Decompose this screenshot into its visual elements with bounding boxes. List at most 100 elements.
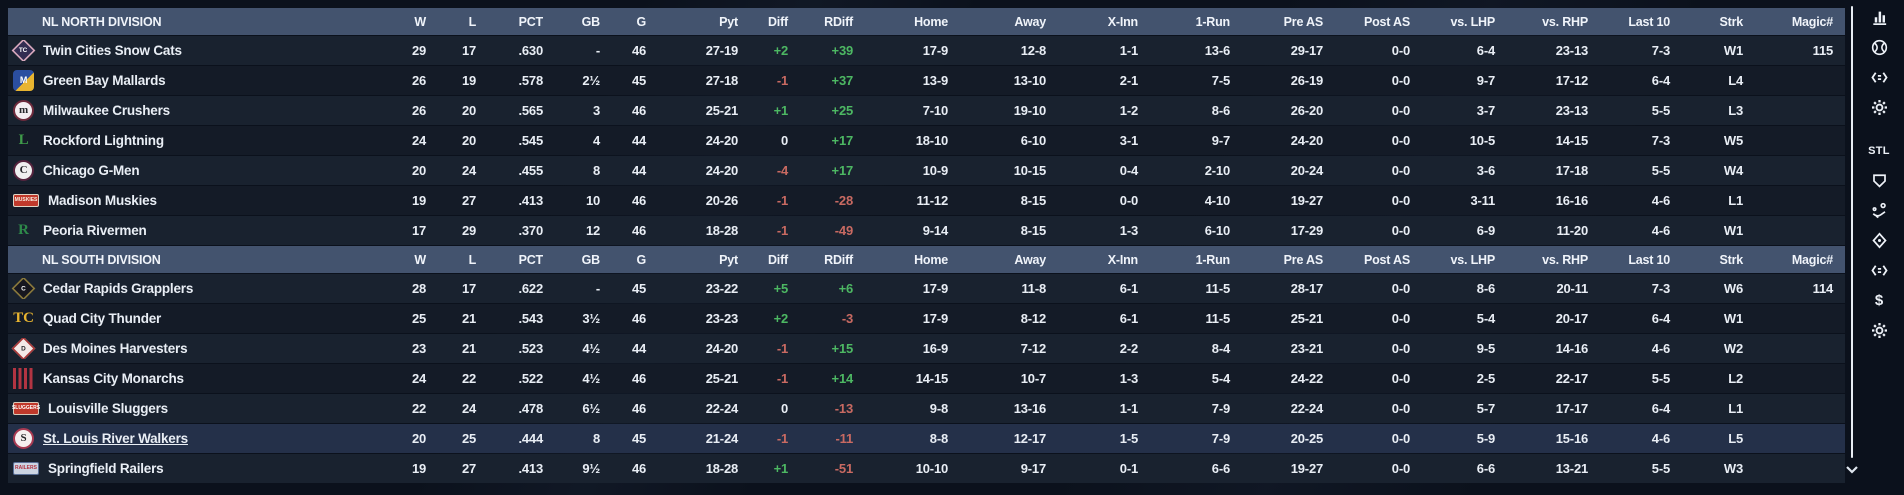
column-header-x-inn[interactable]: X-Inn bbox=[1107, 252, 1138, 267]
column-header-rdiff[interactable]: RDiff bbox=[824, 14, 853, 29]
column-header-gb[interactable]: GB bbox=[581, 252, 601, 267]
column-header-pre-as[interactable]: Pre AS bbox=[1283, 252, 1324, 267]
stat-x-inn: 2-2 bbox=[1119, 341, 1138, 356]
home-plate-icon[interactable] bbox=[1869, 170, 1890, 191]
stat-g: 46 bbox=[631, 103, 646, 118]
stat-gb: 8 bbox=[592, 163, 600, 178]
team-row[interactable]: D Des Moines Harvesters 23 21 .523 4½ 44 24-20 -… bbox=[8, 334, 1845, 363]
team-name-link[interactable]: Rockford Lightning bbox=[43, 133, 164, 148]
team-name-link[interactable]: Twin Cities Snow Cats bbox=[43, 43, 182, 58]
team-row[interactable]: S St. Louis River Walkers 20 25 .444 8 45 21-24… bbox=[8, 424, 1845, 453]
column-header-1-run[interactable]: 1-Run bbox=[1195, 14, 1231, 29]
vertical-scrollbar[interactable] bbox=[1851, 6, 1853, 458]
column-header-vs-lhp[interactable]: vs. LHP bbox=[1450, 14, 1496, 29]
column-header-pre-as[interactable]: Pre AS bbox=[1283, 14, 1324, 29]
column-header-strk[interactable]: Strk bbox=[1719, 252, 1743, 267]
scroll-down-arrow[interactable] bbox=[1845, 462, 1859, 474]
team-name-link[interactable]: Louisville Sluggers bbox=[48, 401, 168, 416]
stat-rdiff: -28 bbox=[834, 193, 853, 208]
column-header-away[interactable]: Away bbox=[1014, 252, 1046, 267]
compare-icon[interactable] bbox=[1869, 260, 1890, 281]
column-header-1-run[interactable]: 1-Run bbox=[1195, 252, 1231, 267]
gear-icon[interactable] bbox=[1869, 97, 1890, 118]
stat-vs-lhp: 6-9 bbox=[1476, 223, 1495, 238]
column-header-magic-[interactable]: Magic# bbox=[1791, 252, 1833, 267]
stat-gb: 9½ bbox=[582, 461, 600, 476]
stat-vs-lhp: 5-9 bbox=[1476, 431, 1495, 446]
column-header-w[interactable]: W bbox=[414, 14, 426, 29]
target-icon[interactable] bbox=[1869, 230, 1890, 251]
team-row[interactable]: RAILERS Springfield Railers 19 27 .413 9½ 46 18… bbox=[8, 454, 1845, 483]
team-row[interactable]: L Rockford Lightning 24 20.545 4 44 24-20 0 +17 1… bbox=[8, 126, 1845, 155]
stat-1-run: 9-7 bbox=[1211, 133, 1230, 148]
column-header-vs-lhp[interactable]: vs. LHP bbox=[1450, 252, 1496, 267]
team-row[interactable]: TC Twin Cities Snow Cats 29 17 .630 - 46 27-19 +… bbox=[8, 36, 1845, 65]
team-row[interactable]: Kansas City Monarchs 24 22 .522 4½ 46 25-21 -1 +… bbox=[8, 364, 1845, 393]
finance-dollar-icon[interactable]: $ bbox=[1874, 292, 1884, 309]
stat-1-run: 4-10 bbox=[1204, 193, 1230, 208]
column-header-l[interactable]: L bbox=[468, 14, 477, 29]
stat-vs-lhp: 8-6 bbox=[1476, 281, 1495, 296]
column-header-strk[interactable]: Strk bbox=[1719, 14, 1743, 29]
team-name-link[interactable]: Springfield Railers bbox=[48, 461, 164, 476]
team-logo: MUSKIES bbox=[13, 194, 39, 207]
team-name-link[interactable]: St. Louis River Walkers bbox=[43, 431, 188, 446]
column-header-w[interactable]: W bbox=[414, 252, 426, 267]
column-header-g[interactable]: G bbox=[636, 252, 646, 267]
stat-pre-as: 29-17 bbox=[1290, 43, 1323, 58]
team-row[interactable]: m Milwaukee Crushers 26 20 .565 3 46 25-21 +1 +25… bbox=[8, 96, 1845, 125]
team-name-link[interactable]: Green Bay Mallards bbox=[43, 73, 166, 88]
stat-l: 24 bbox=[461, 163, 476, 178]
column-header-vs-rhp[interactable]: vs. RHP bbox=[1542, 14, 1588, 29]
column-header-diff[interactable]: Diff bbox=[767, 252, 788, 267]
team-name-link[interactable]: Milwaukee Crushers bbox=[43, 103, 170, 118]
column-header-magic-[interactable]: Magic# bbox=[1791, 14, 1833, 29]
column-header-x-inn[interactable]: X-Inn bbox=[1107, 14, 1138, 29]
team-name-link[interactable]: Kansas City Monarchs bbox=[43, 371, 184, 386]
compare-icon[interactable] bbox=[1869, 67, 1890, 88]
column-header-rdiff[interactable]: RDiff bbox=[824, 252, 853, 267]
team-row[interactable]: R Peoria Rivermen 17 29 .370 12 46 18-28 -1 -49 9-… bbox=[8, 216, 1845, 245]
column-header-gb[interactable]: GB bbox=[581, 14, 601, 29]
stat-x-inn: 1-2 bbox=[1119, 103, 1138, 118]
team-name-link[interactable]: Peoria Rivermen bbox=[43, 223, 147, 238]
column-header-pct[interactable]: PCT bbox=[518, 14, 544, 29]
stat-l: 21 bbox=[461, 311, 476, 326]
team-name-link[interactable]: Cedar Rapids Grapplers bbox=[43, 281, 194, 296]
column-header-pct[interactable]: PCT bbox=[518, 252, 544, 267]
team-row[interactable]: C Cedar Rapids Grapplers 28 17 .622 - 45 23-22 +… bbox=[8, 274, 1845, 303]
column-header-post-as[interactable]: Post AS bbox=[1363, 14, 1410, 29]
team-row[interactable]: C Chicago G-Men 20 24 .455 8 44 24-20 -4 +17 10-9 1… bbox=[8, 156, 1845, 185]
team-logo: R bbox=[18, 222, 29, 238]
team-row[interactable]: TC Quad City Thunder 25 21 .543 3½ 46 23-23 +2 -3… bbox=[8, 304, 1845, 333]
column-header-away[interactable]: Away bbox=[1014, 14, 1046, 29]
gear-icon[interactable] bbox=[1869, 320, 1890, 341]
team-name-link[interactable]: Chicago G-Men bbox=[43, 163, 140, 178]
column-header-last-10[interactable]: Last 10 bbox=[1628, 14, 1670, 29]
team-abbrev-label[interactable]: STL bbox=[1868, 144, 1890, 157]
team-row[interactable]: M Green Bay Mallards 26 19 .578 2½ 45 27-18 -1 +3… bbox=[8, 66, 1845, 95]
column-header-pyt[interactable]: Pyt bbox=[719, 14, 738, 29]
column-header-home[interactable]: Home bbox=[914, 252, 948, 267]
column-header-vs-rhp[interactable]: vs. RHP bbox=[1542, 252, 1588, 267]
bar-chart-icon[interactable] bbox=[1869, 7, 1890, 28]
column-header-home[interactable]: Home bbox=[914, 14, 948, 29]
column-header-pyt[interactable]: Pyt bbox=[719, 252, 738, 267]
pitching-icon[interactable] bbox=[1869, 200, 1890, 221]
baseball-icon[interactable] bbox=[1869, 37, 1890, 58]
team-name-link[interactable]: Quad City Thunder bbox=[43, 311, 162, 326]
stat-pre-as: 28-17 bbox=[1290, 281, 1323, 296]
column-header-diff[interactable]: Diff bbox=[767, 14, 788, 29]
column-header-l[interactable]: L bbox=[468, 252, 477, 267]
team-logo: S bbox=[13, 428, 34, 449]
column-header-post-as[interactable]: Post AS bbox=[1363, 252, 1410, 267]
team-row[interactable]: SLUGGERS Louisville Sluggers 22 24 .478 6½ 46 2… bbox=[8, 394, 1845, 423]
team-row[interactable]: MUSKIES Madison Muskies 19 27 .413 10 46 20-26 -… bbox=[8, 186, 1845, 215]
column-header-g[interactable]: G bbox=[636, 14, 646, 29]
team-name-link[interactable]: Des Moines Harvesters bbox=[43, 341, 188, 356]
stat-pyt: 22-24 bbox=[705, 401, 738, 416]
stat-x-inn: 1-5 bbox=[1119, 431, 1138, 446]
stat-pct: .522 bbox=[518, 371, 543, 386]
column-header-last-10[interactable]: Last 10 bbox=[1628, 252, 1670, 267]
team-name-link[interactable]: Madison Muskies bbox=[48, 193, 157, 208]
